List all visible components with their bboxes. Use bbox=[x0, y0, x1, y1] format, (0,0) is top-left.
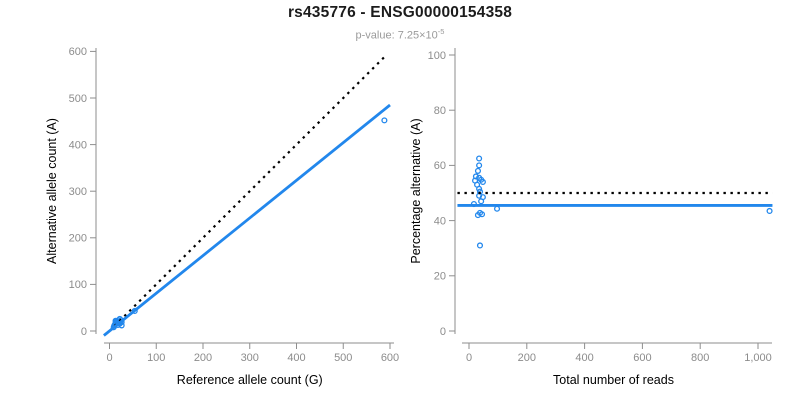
figure-subtitle-pvalue: p-value: 7.25×10-5 bbox=[0, 27, 800, 42]
x-tick-label: 100 bbox=[147, 352, 165, 364]
data-point bbox=[476, 242, 484, 249]
x-tick-label: 400 bbox=[287, 352, 305, 364]
data-point bbox=[479, 178, 486, 186]
regression-line bbox=[103, 103, 391, 337]
x-tick-label: 600 bbox=[381, 352, 399, 364]
data-point bbox=[381, 117, 388, 124]
data-point bbox=[476, 185, 483, 192]
y-tick-label: 20 bbox=[434, 271, 446, 283]
y-tick-label: 0 bbox=[81, 326, 87, 338]
y-tick-label: 100 bbox=[69, 279, 87, 291]
figure-title: rs435776 - ENSG00000154358 bbox=[287, 4, 513, 21]
y-tick-label: 0 bbox=[440, 326, 446, 338]
data-point bbox=[474, 212, 482, 219]
data-point bbox=[478, 198, 485, 205]
data-point bbox=[493, 205, 501, 212]
pvalue-exponent: -5 bbox=[437, 27, 445, 36]
y-tick-label: 600 bbox=[69, 46, 87, 58]
x-tick-label: 0 bbox=[466, 352, 472, 364]
y-tick-label: 300 bbox=[69, 186, 87, 198]
y-tick-label: 200 bbox=[69, 233, 87, 245]
data-point bbox=[476, 155, 483, 162]
x-tick-label: 300 bbox=[241, 352, 259, 364]
y-tick-label: 60 bbox=[434, 160, 446, 172]
x-tick-label: 500 bbox=[334, 352, 352, 364]
allele-count-plot: 0 100 200 300 400 500 600 0 100 200 300 400 500 600 Re… bbox=[45, 46, 399, 387]
y-tick-label: 100 bbox=[428, 50, 446, 62]
data-points bbox=[470, 155, 773, 249]
data-point bbox=[766, 207, 773, 214]
x-tick-label: 1,000 bbox=[744, 352, 772, 364]
x-axis-title: Total number of reads bbox=[553, 373, 674, 387]
x-tick-label: 200 bbox=[194, 352, 212, 364]
y-tick-label: 80 bbox=[434, 105, 446, 117]
x-tick-label: 600 bbox=[633, 352, 651, 364]
pvalue-text: p-value: 7.25×10 bbox=[355, 29, 438, 42]
x-tick-label: 400 bbox=[575, 352, 593, 364]
identity-line bbox=[108, 53, 388, 332]
y-axis-title: Percentage alternative (A) bbox=[409, 118, 423, 263]
y-tick-label: 40 bbox=[434, 215, 446, 227]
x-axis-title: Reference allele count (G) bbox=[177, 373, 323, 387]
percentage-reads-plot: 0 20 40 60 80 100 0 200 400 600 800 1,000 Total numb… bbox=[409, 48, 773, 387]
data-point bbox=[476, 162, 483, 169]
data-point bbox=[118, 322, 125, 329]
y-axis-title: Alternative allele count (A) bbox=[45, 118, 59, 264]
y-tick-label: 400 bbox=[69, 139, 87, 151]
x-tick-label: 0 bbox=[106, 352, 112, 364]
x-tick-label: 200 bbox=[518, 352, 536, 364]
y-tick-label: 500 bbox=[69, 93, 87, 105]
data-point bbox=[474, 167, 482, 174]
x-tick-label: 800 bbox=[691, 352, 709, 364]
